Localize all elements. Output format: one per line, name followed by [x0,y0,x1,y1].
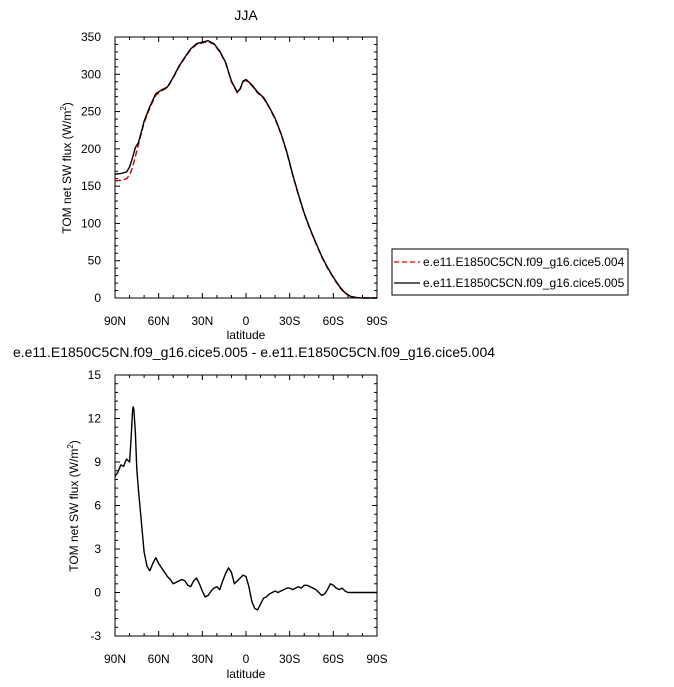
top-ytick-label: 0 [94,291,101,305]
bottom-chart-title: e.e11.E1850C5CN.f09_g16.cice5.005 - e.e1… [13,344,495,360]
legend-label-004: e.e11.E1850C5CN.f09_g16.cice5.004 [423,255,625,269]
top-chart-title: JJA [234,7,258,23]
top-xtick-label: 90N [104,314,126,328]
top-xtick-label: 60S [323,314,344,328]
top-series-line-solid [114,40,377,299]
bottom-xtick-label: 90S [366,652,387,666]
top-y-axis-label: TOM net SW flux (W/m2) [59,102,74,234]
bottom-xtick-label: 90N [104,652,126,666]
bottom-xtick-label: 30S [279,652,300,666]
bottom-series-line-solid [114,406,377,611]
top-xtick-label: 90S [366,314,387,328]
top-ytick-label: 250 [81,105,101,119]
bottom-ytick-label: 0 [94,586,101,600]
legend: e.e11.E1850C5CN.f09_g16.cice5.004 e.e11.… [391,248,629,296]
top-ytick-label: 100 [81,216,101,230]
top-series-group [114,40,377,299]
top-ytick-label: 200 [81,142,101,156]
bottom-ytick-label: 9 [94,455,101,469]
bottom-ytick-label: 15 [88,368,102,382]
bottom-ytick-label: -3 [90,629,101,643]
bottom-y-axis: -3 0 3 6 9 12 15 [88,368,377,643]
legend-frame [391,248,629,296]
bottom-x-axis: 90N 60N 30N 0 30S 60S 90S [104,375,388,666]
legend-label-005: e.e11.E1850C5CN.f09_g16.cice5.005 [423,276,625,290]
bottom-plot-frame [114,374,378,637]
bottom-series-group [114,406,377,611]
top-xtick-label: 30S [279,314,300,328]
bottom-panel: e.e11.E1850C5CN.f09_g16.cice5.005 - e.e1… [13,344,495,681]
bottom-y-axis-label: TOM net SW flux (W/m2) [66,440,81,572]
bottom-xtick-label: 60N [148,652,170,666]
top-x-axis: 90N 60N 30N 0 30S 60S 90S [104,37,388,328]
bottom-ytick-label: 6 [94,499,101,513]
top-ytick-label: 350 [81,30,101,44]
bottom-ytick-label: 12 [88,412,102,426]
top-ytick-label: 300 [81,67,101,81]
bottom-xtick-label: 30N [191,652,213,666]
bottom-x-axis-label: latitude [227,667,266,681]
top-xtick-label: 30N [191,314,213,328]
bottom-xtick-label: 60S [323,652,344,666]
top-plot-frame [114,36,378,299]
top-panel: JJA 90N 60N 30N 0 30S 60S 90S 0 50 100 150 200 250 3… [59,7,388,342]
bottom-ytick-label: 3 [94,542,101,556]
top-ytick-label: 50 [88,254,102,268]
top-y-axis: 0 50 100 150 200 250 300 350 [81,30,377,305]
bottom-xtick-label: 0 [243,652,250,666]
top-xtick-label: 0 [243,314,250,328]
top-xtick-label: 60N [148,314,170,328]
top-ytick-label: 150 [81,179,101,193]
top-x-axis-label: latitude [227,328,266,342]
